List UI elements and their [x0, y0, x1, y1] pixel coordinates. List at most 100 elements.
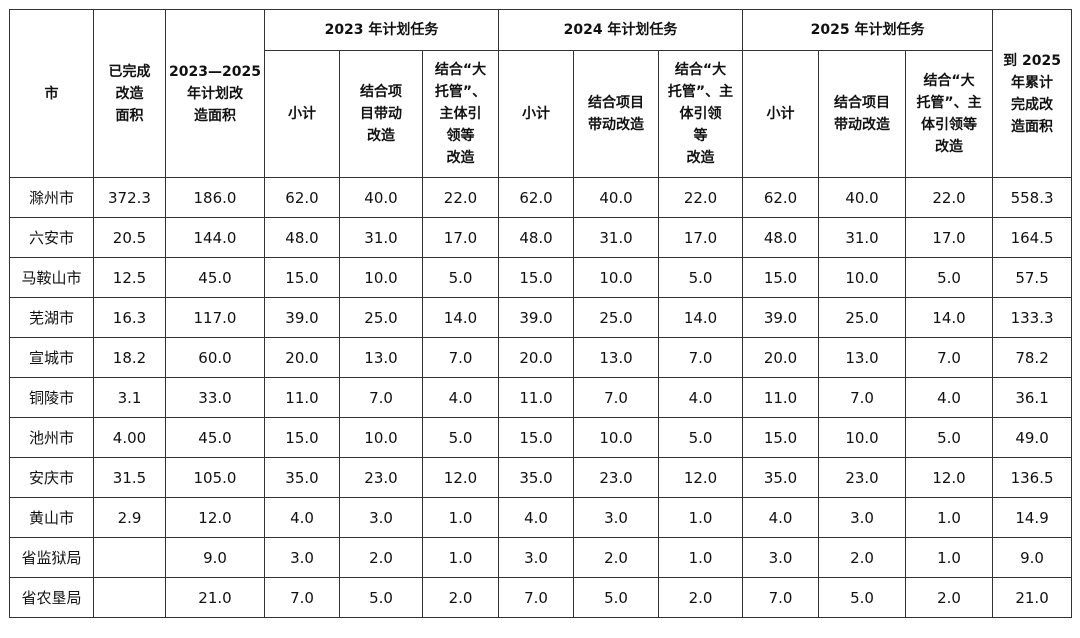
cell-city: 滁州市: [9, 177, 94, 218]
cell-value: 22.0: [658, 177, 744, 218]
cell-value: 5.0: [818, 577, 907, 618]
cell-value: 60.0: [165, 337, 265, 378]
cell-value: 49.0: [992, 417, 1073, 458]
cell-value: 558.3: [992, 177, 1073, 218]
cell-value: 3.0: [264, 537, 340, 578]
cell-city: 芜湖市: [9, 297, 94, 338]
cell-value: 10.0: [573, 417, 660, 458]
cell-value: 2.0: [905, 577, 994, 618]
cell-value: 48.0: [498, 217, 575, 258]
cell-value: 9.0: [992, 537, 1073, 578]
cell-value: [93, 537, 166, 578]
cell-value: 1.0: [905, 537, 994, 578]
cell-value: 14.9: [992, 497, 1073, 538]
table-row: 安庆市 31.5 105.0 35.0 23.0 12.0 35.0 23.0 12.0 35.0…: [9, 457, 1073, 498]
cell-value: 5.0: [658, 257, 744, 298]
cell-value: 136.5: [992, 457, 1073, 498]
cell-value: 4.00: [93, 417, 166, 458]
cell-value: 31.5: [93, 457, 166, 498]
header-year-2025: 2025 年计划任务: [742, 9, 994, 51]
cell-value: 2.0: [339, 537, 423, 578]
cell-value: 133.3: [992, 297, 1073, 338]
cell-value: 12.0: [421, 457, 500, 498]
cell-value: 23.0: [339, 457, 423, 498]
cell-value: 4.0: [498, 497, 575, 538]
cell-value: 31.0: [573, 217, 660, 258]
cell-value: 4.0: [905, 377, 994, 418]
cell-value: 17.0: [905, 217, 994, 258]
cell-value: 11.0: [498, 377, 575, 418]
header-year-2024: 2024 年计划任务: [498, 9, 744, 51]
cell-value: 20.0: [498, 337, 575, 378]
cell-value: 25.0: [818, 297, 907, 338]
cell-value: 48.0: [742, 217, 820, 258]
cell-value: 5.0: [905, 417, 994, 458]
cell-value: 7.0: [421, 337, 500, 378]
cell-value: 2.0: [658, 577, 744, 618]
cell-value: 20.0: [264, 337, 340, 378]
cell-value: 78.2: [992, 337, 1073, 378]
cell-value: 3.0: [818, 497, 907, 538]
cell-value: 40.0: [573, 177, 660, 218]
cell-value: 1.0: [658, 497, 744, 538]
cell-value: 20.5: [93, 217, 166, 258]
cell-value: 5.0: [421, 417, 500, 458]
cell-value: 10.0: [573, 257, 660, 298]
cell-value: 12.0: [658, 457, 744, 498]
header-2025-subtotal: 小计: [742, 50, 820, 178]
cell-value: 39.0: [742, 297, 820, 338]
cell-value: 7.0: [658, 337, 744, 378]
cell-value: 15.0: [264, 417, 340, 458]
cell-value: 2.0: [818, 537, 907, 578]
cell-value: 9.0: [165, 537, 265, 578]
cell-value: 12.0: [165, 497, 265, 538]
cell-value: 22.0: [905, 177, 994, 218]
cell-value: 62.0: [742, 177, 820, 218]
header-completed-area: 已完成 改造 面积: [93, 9, 166, 178]
cell-value: 21.0: [992, 577, 1073, 618]
cell-value: 45.0: [165, 417, 265, 458]
cell-value: 3.0: [339, 497, 423, 538]
cell-value: 2.9: [93, 497, 166, 538]
header-city: 市: [9, 9, 94, 178]
cell-value: 15.0: [742, 417, 820, 458]
cell-value: 7.0: [573, 377, 660, 418]
cell-value: 4.0: [742, 497, 820, 538]
cell-value: 18.2: [93, 337, 166, 378]
cell-value: 144.0: [165, 217, 265, 258]
header-2024-subtotal: 小计: [498, 50, 575, 178]
cell-value: 186.0: [165, 177, 265, 218]
cell-value: 3.1: [93, 377, 166, 418]
cell-value: 39.0: [498, 297, 575, 338]
cell-value: 25.0: [339, 297, 423, 338]
cell-value: 372.3: [93, 177, 166, 218]
header-row-top: 市 已完成 改造 面积 2023—2025 年计划改 造面积 2023 年计划任…: [9, 9, 1073, 178]
cell-value: 23.0: [818, 457, 907, 498]
header-cumulative: 到 2025 年累计 完成改 造面积: [992, 9, 1073, 178]
cell-city: 铜陵市: [9, 377, 94, 418]
table-row: 芜湖市 16.3 117.0 39.0 25.0 14.0 39.0 25.0 14.0 39.0…: [9, 297, 1073, 338]
table-body: 滁州市 372.3 186.0 62.0 40.0 22.0 62.0 40.0 22.0 62.…: [9, 177, 1073, 618]
cell-value: 2.0: [573, 537, 660, 578]
cell-city: 省农垦局: [9, 577, 94, 618]
cell-value: 17.0: [421, 217, 500, 258]
header-2024-project: 结合项目 带动改造: [573, 50, 660, 178]
cell-value: 22.0: [421, 177, 500, 218]
cell-value: 5.0: [339, 577, 423, 618]
cell-value: 25.0: [573, 297, 660, 338]
cell-value: 57.5: [992, 257, 1073, 298]
cell-value: 7.0: [264, 577, 340, 618]
cell-city: 池州市: [9, 417, 94, 458]
cell-value: 40.0: [339, 177, 423, 218]
cell-value: 4.0: [421, 377, 500, 418]
cell-value: 33.0: [165, 377, 265, 418]
cell-value: 105.0: [165, 457, 265, 498]
data-table: 市 已完成 改造 面积 2023—2025 年计划改 造面积 2023 年计划任…: [9, 9, 1073, 618]
cell-value: 4.0: [658, 377, 744, 418]
cell-value: 3.0: [498, 537, 575, 578]
cell-value: 7.0: [339, 377, 423, 418]
cell-value: [93, 577, 166, 618]
cell-value: 31.0: [818, 217, 907, 258]
header-2025-project: 结合项目 带动改造: [818, 50, 907, 178]
cell-value: 17.0: [658, 217, 744, 258]
